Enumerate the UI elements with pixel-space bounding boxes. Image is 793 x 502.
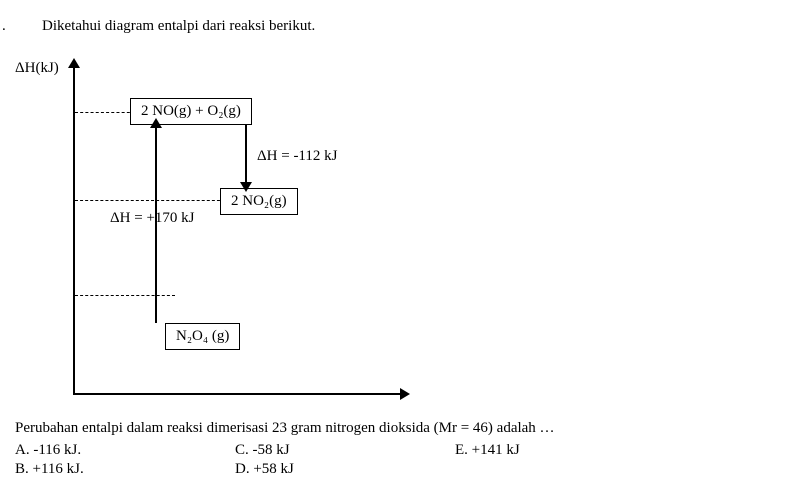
question-number-dot: . [2, 18, 6, 35]
dashed-line-bot [75, 295, 175, 296]
dashed-line-mid [75, 200, 225, 201]
answer-options: A. -116 kJ. C. -58 kJ E. +141 kJ B. +116… [15, 442, 655, 480]
arrow-down-head [240, 182, 252, 192]
option-b: B. +116 kJ. [15, 461, 235, 478]
option-d: D. +58 kJ [235, 461, 455, 478]
arrow-down-line [245, 125, 247, 190]
option-empty [455, 461, 655, 478]
x-axis [73, 393, 403, 395]
option-a: A. -116 kJ. [15, 442, 235, 459]
dh-label-right: ΔH = -112 kJ [257, 148, 337, 165]
y-axis-label: ΔH(kJ) [15, 60, 59, 77]
question-text: Diketahui diagram entalpi dari reaksi be… [42, 18, 315, 35]
x-axis-arrowhead [400, 388, 410, 400]
state-box-bot: N₂O₄ (g) [165, 323, 240, 350]
option-e: E. +141 kJ [455, 442, 655, 459]
sub-question-text: Perubahan entalpi dalam reaksi dimerisas… [15, 420, 555, 437]
dashed-line-top [75, 112, 135, 113]
option-row-1: A. -116 kJ. C. -58 kJ E. +141 kJ [15, 442, 655, 459]
arrow-up-head [150, 118, 162, 128]
enthalpy-diagram: ΔH(kJ) 2 NO(g) + O₂(g) 2 NO₂(g) N₂O₄ (g)… [15, 60, 415, 410]
option-row-2: B. +116 kJ. D. +58 kJ [15, 461, 655, 478]
y-axis [73, 65, 75, 395]
dh-label-left: ΔH = +170 kJ [110, 210, 195, 227]
state-box-mid: 2 NO₂(g) [220, 188, 298, 215]
option-c: C. -58 kJ [235, 442, 455, 459]
state-box-top: 2 NO(g) + O₂(g) [130, 98, 252, 125]
